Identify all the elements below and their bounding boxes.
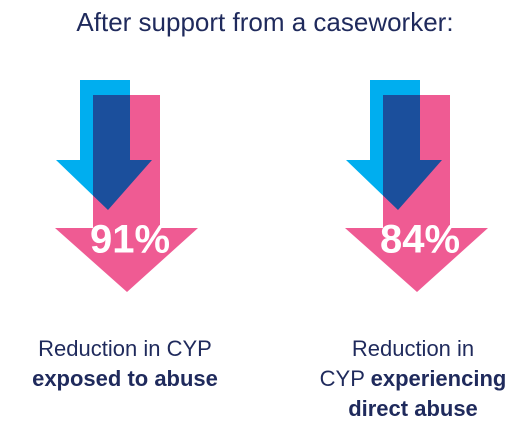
caption-text: experiencing <box>371 366 507 391</box>
caption-text: Reduction in CYP <box>38 336 212 361</box>
caption-text: CYP <box>320 366 371 391</box>
caption-text: direct abuse <box>348 396 478 421</box>
caption-line: Reduction in CYP <box>38 336 212 361</box>
percentage: 84% <box>380 218 460 262</box>
caption-text: exposed to abuse <box>32 366 218 391</box>
caption-line: Reduction in <box>352 336 474 361</box>
caption-line: direct abuse <box>348 396 478 421</box>
arrow-pink <box>345 95 488 292</box>
caption-line: CYP experiencing <box>320 366 507 391</box>
caption-text: Reduction in <box>352 336 474 361</box>
caption-line: exposed to abuse <box>32 366 218 391</box>
title: After support from a caseworker: <box>76 7 453 37</box>
percentage: 91% <box>90 218 170 262</box>
arrow-pink <box>55 95 198 292</box>
